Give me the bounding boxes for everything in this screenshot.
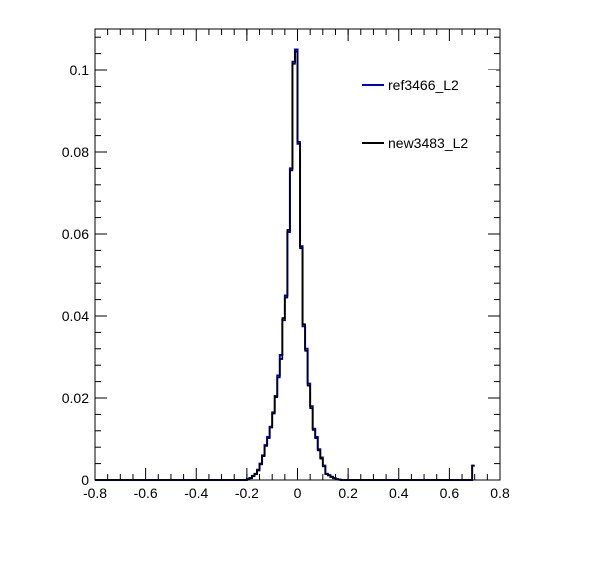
x-tick-label: 0.6 — [440, 485, 460, 501]
y-tick-label: 0.02 — [62, 390, 89, 406]
y-tick-label: 0.08 — [62, 144, 89, 160]
x-tick-label: 0.2 — [338, 485, 358, 501]
y-tick-label: 0.04 — [62, 308, 89, 324]
x-tick-label: -0.2 — [235, 485, 259, 501]
axis-ticks: -0.8 -0.6 -0.4 -0.2 0 0.2 0.4 0.6 0.8 0 0.02 0.04 0.… — [62, 29, 510, 501]
x-tick-label: 0.8 — [490, 485, 510, 501]
legend-label-new: new3483_L2 — [388, 135, 468, 151]
legend-box — [356, 70, 496, 170]
legend: ref3466_L2 new3483_L2 — [356, 70, 496, 170]
x-tick-label: -0.8 — [83, 485, 107, 501]
y-tick-label: 0 — [81, 472, 89, 488]
y-tick-label: 0.1 — [70, 62, 90, 78]
y-tick-label: 0.06 — [62, 226, 89, 242]
x-tick-label: 0 — [294, 485, 302, 501]
series-layer — [95, 48, 475, 481]
x-tick-label: -0.6 — [134, 485, 158, 501]
series-line-new — [95, 50, 475, 481]
x-tick-label: 0.4 — [389, 485, 409, 501]
legend-label-ref: ref3466_L2 — [388, 77, 459, 93]
x-tick-label: -0.4 — [184, 485, 208, 501]
